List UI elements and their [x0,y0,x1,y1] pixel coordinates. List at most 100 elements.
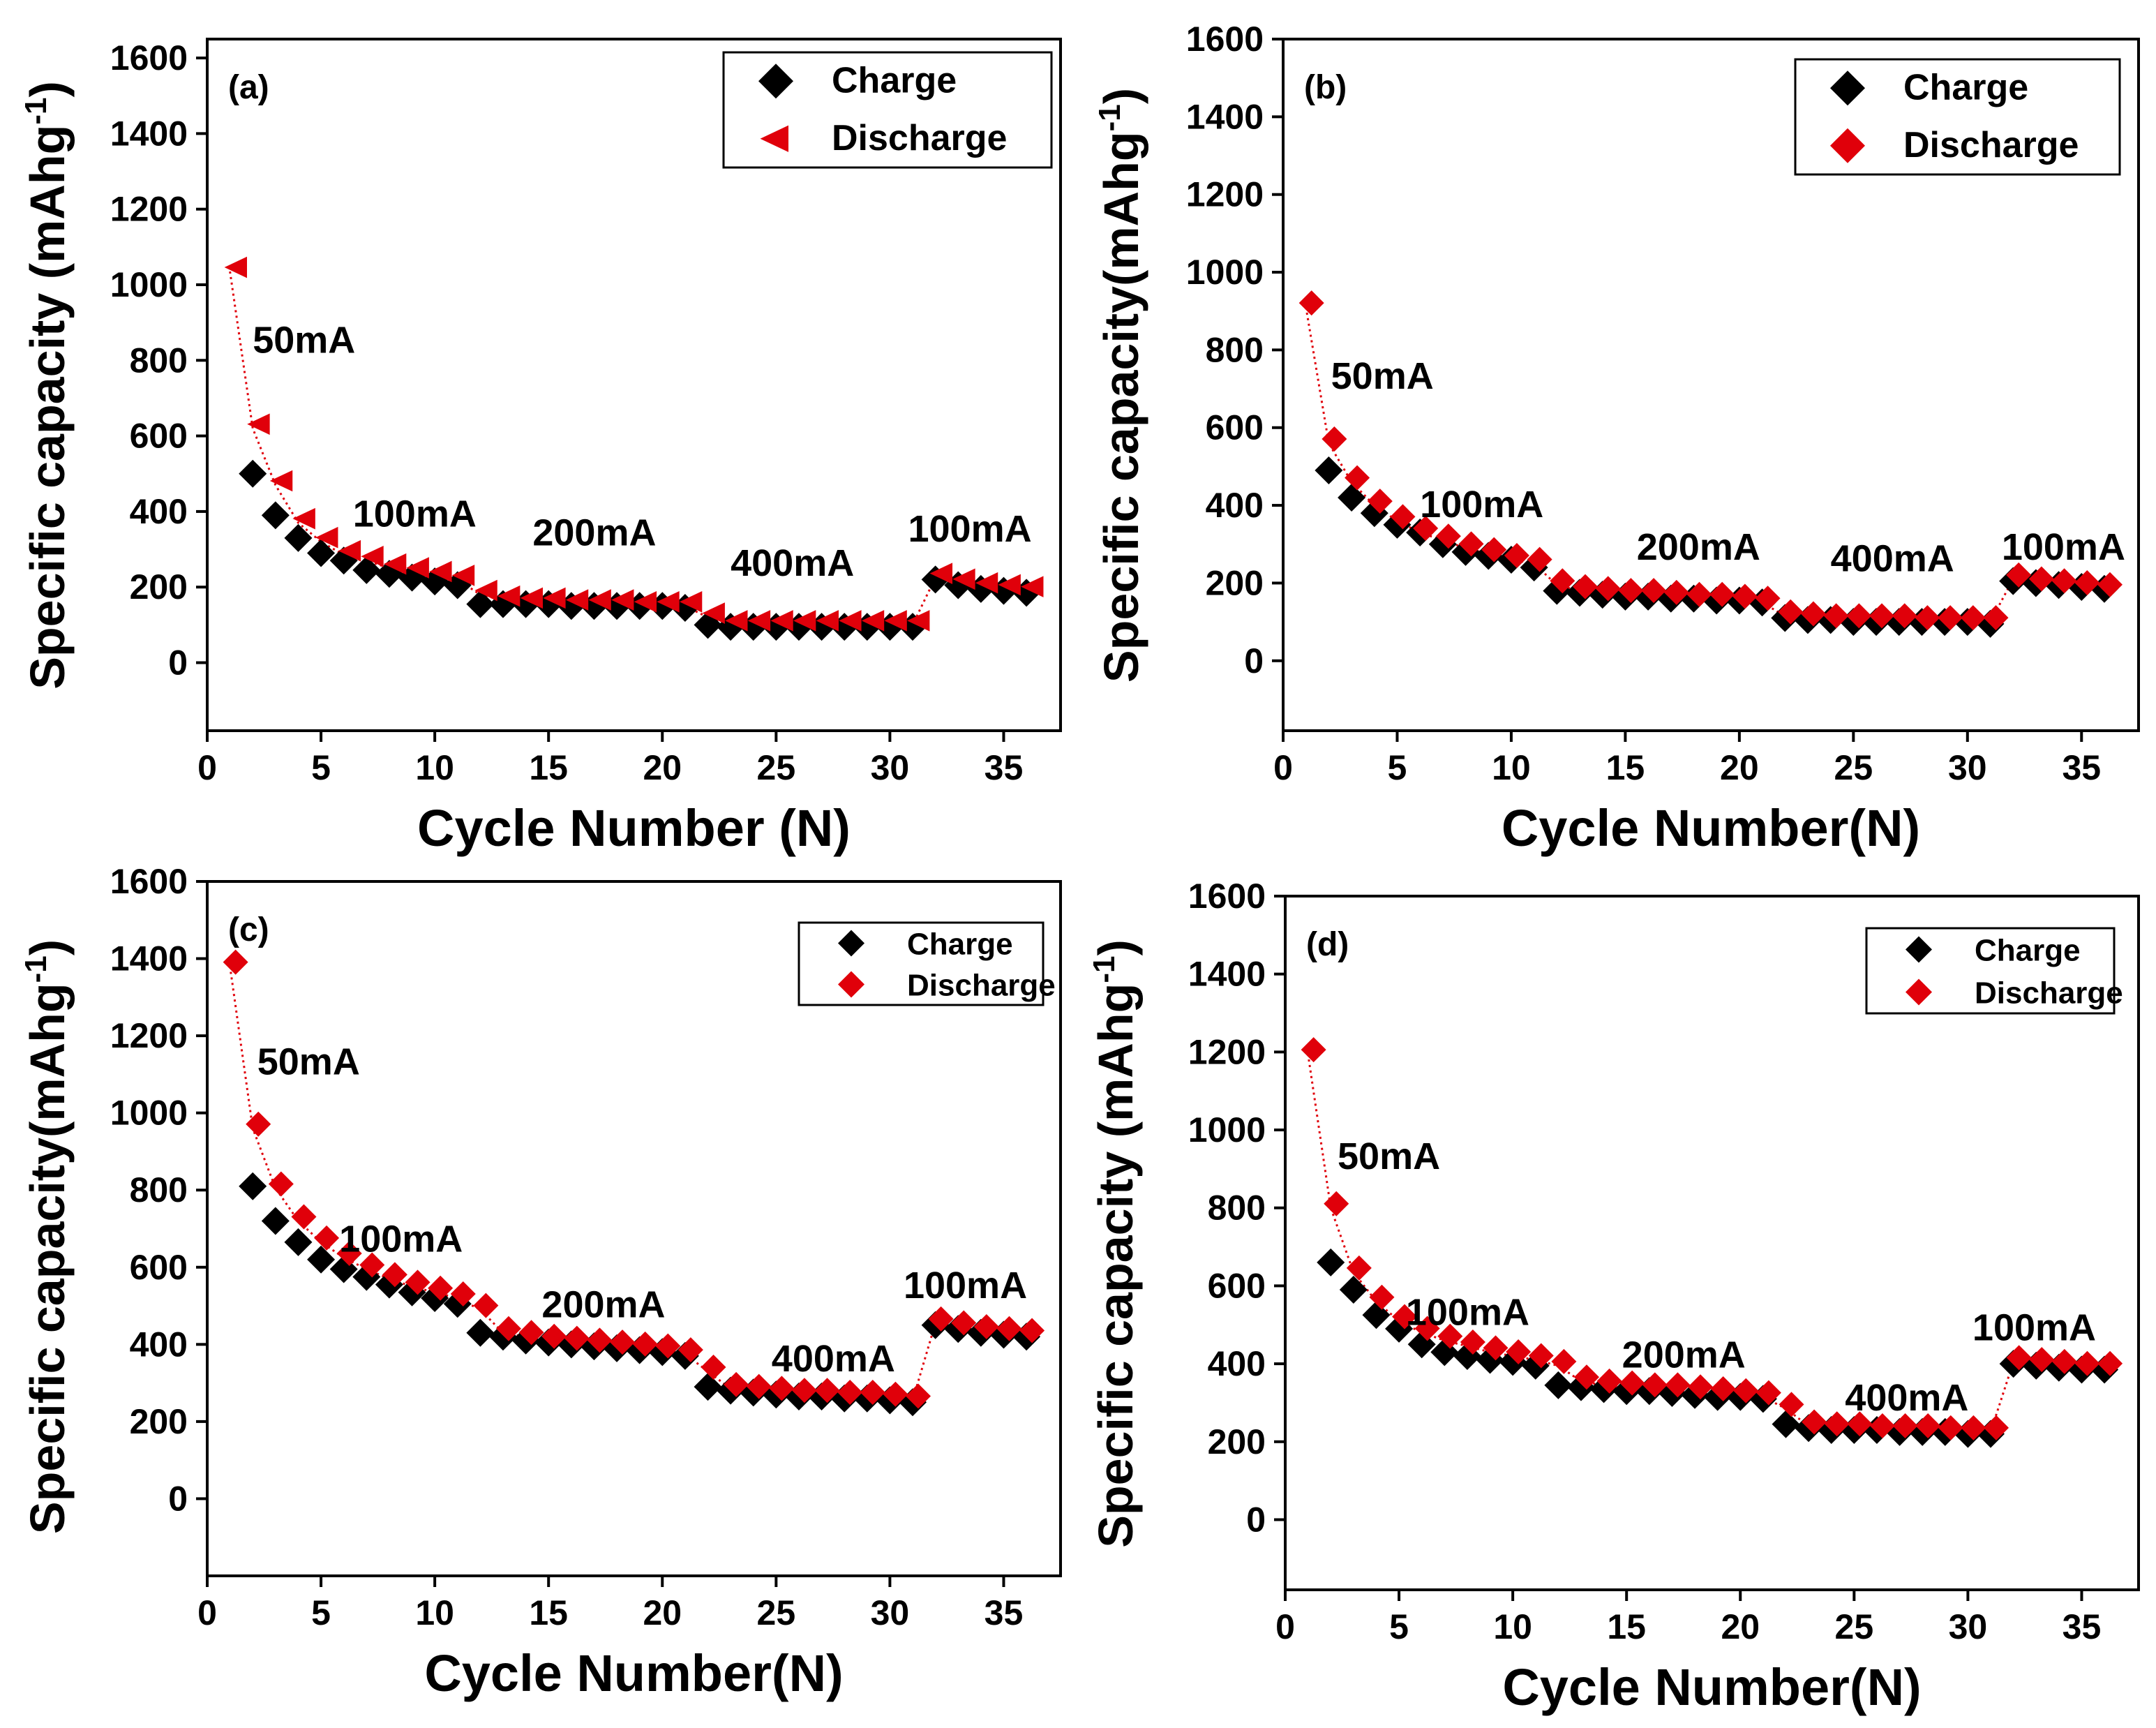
discharge-point [884,610,907,632]
panel-label: (a) [228,69,269,106]
charge-point [1566,1373,1595,1401]
y-tick-label: 600 [1206,408,1264,447]
charge-point [307,539,336,567]
discharge-point [2097,1350,2123,1376]
discharge-point [951,1310,977,1336]
discharge-point [1800,601,1826,627]
discharge-point [1437,1323,1463,1349]
discharge-point [405,1269,431,1295]
rate-annotation: 400mA [1845,1377,1968,1419]
discharge-point [429,560,452,583]
discharge-point [1869,1413,1895,1439]
legend: Charge Discharge [722,51,1053,169]
discharge-point [861,610,885,632]
discharge-point [450,1281,476,1306]
discharge-point [996,1316,1022,1341]
discharge-point [1301,1037,1326,1063]
discharge-point [1506,1339,1532,1364]
charge-point [284,1228,313,1256]
discharge-point [1938,605,1963,631]
discharge-point [292,507,315,530]
y-tick-label: 600 [130,417,188,456]
y-tick-label: 1400 [1188,955,1266,994]
x-axis-label: Cycle Number(N) [424,1644,843,1702]
discharge-point [1892,603,1917,629]
rate-annotation: 50mA [1338,1135,1440,1177]
discharge-point [518,1320,544,1346]
discharge-point [770,610,793,632]
rate-annotation: 200mA [541,1284,665,1326]
discharge-point [746,1373,772,1399]
y-tick-label: 200 [130,1402,188,1441]
legend-label: Discharge [907,969,1056,1003]
discharge-point [1367,489,1393,514]
discharge-point [1846,603,1872,629]
x-tick-label: 5 [1388,748,1407,787]
legend-label: Charge [1903,67,2028,107]
discharge-point [474,579,497,602]
charge-point [1543,576,1571,605]
x-tick-label: 15 [529,1593,568,1632]
discharge-point [1688,1374,1714,1400]
legend-label: Discharge [832,118,1007,158]
plot-frame [206,880,1062,1577]
panel-label: (c) [228,911,269,948]
discharge-point [1710,1376,1736,1401]
y-tick-label: 1600 [110,38,188,77]
y-tick-label: 400 [130,492,188,531]
charge-point [1362,1301,1391,1329]
x-tick-label: 10 [415,748,454,787]
discharge-point [361,546,384,567]
chart-c: 0 5 10 15 20 25 30 35 0 200 400 600 800 1000 1200 1400 1… [19,862,1062,1702]
y-axis-label-main: Specific capacity (mAhg [20,125,75,690]
x-tick-label: 5 [311,1593,331,1632]
discharge-point [338,539,361,562]
discharge-point [2006,1345,2032,1371]
discharge-point [1458,531,1484,557]
x-tick-label: 25 [1835,1607,1874,1646]
discharge-point [632,1331,658,1357]
discharge-point [1641,578,1667,604]
x-tick-label: 35 [985,1593,1024,1632]
discharge-point [769,1376,795,1401]
discharge-point [611,589,634,611]
x-tick-label: 20 [1720,748,1759,787]
y-tick-label: 400 [1206,486,1264,525]
x-tick-label: 15 [1606,748,1645,787]
y-tick-label: 1600 [1188,877,1266,916]
y-axis-label: Specific capacity(mAhg-1) [1093,88,1148,683]
rate-annotation: 400mA [772,1338,895,1380]
legend-label: Charge [907,928,1013,962]
x-axis-label: Cycle Number(N) [1502,799,1920,857]
legend-label: Charge [1975,934,2081,968]
discharge-point [1618,578,1644,604]
charge-point [466,1318,495,1347]
panel-a: 0 5 10 15 20 25 30 35 0 200 400 600 800 1000 1200 1400 1… [0,0,1078,858]
discharge-point [2051,1348,2077,1374]
discharge-point [2006,562,2032,588]
discharge-point [2074,1350,2100,1376]
rate-annotation: 100mA [1406,1291,1529,1333]
legend: Charge Discharge [1865,927,2123,1015]
discharge-point [1755,586,1781,611]
y-axis-label-sup: -1 [1093,104,1127,131]
discharge-point [1709,581,1735,607]
discharge-point [860,1379,885,1405]
charge-point [1520,553,1548,582]
y-tick-label: 800 [1206,330,1264,369]
legend-label: Discharge [1975,976,2123,1011]
discharge-point [1847,1411,1873,1437]
discharge-point [314,1225,340,1251]
discharge-point [495,1316,521,1341]
discharge-point [1802,1409,1827,1435]
charge-point [1315,456,1343,484]
discharge-point [1019,1318,1045,1343]
plot-frame [1282,38,2140,732]
discharge-point [1823,603,1849,629]
chart-b: 0 5 10 15 20 25 30 35 0 200 400 600 800 1000 1200 1400 1… [1093,20,2140,857]
discharge-point [224,256,248,278]
discharge-point [928,1306,954,1332]
charge-point [466,590,495,618]
y-axis-label-end: ) [20,939,75,955]
discharge-point [679,590,703,613]
